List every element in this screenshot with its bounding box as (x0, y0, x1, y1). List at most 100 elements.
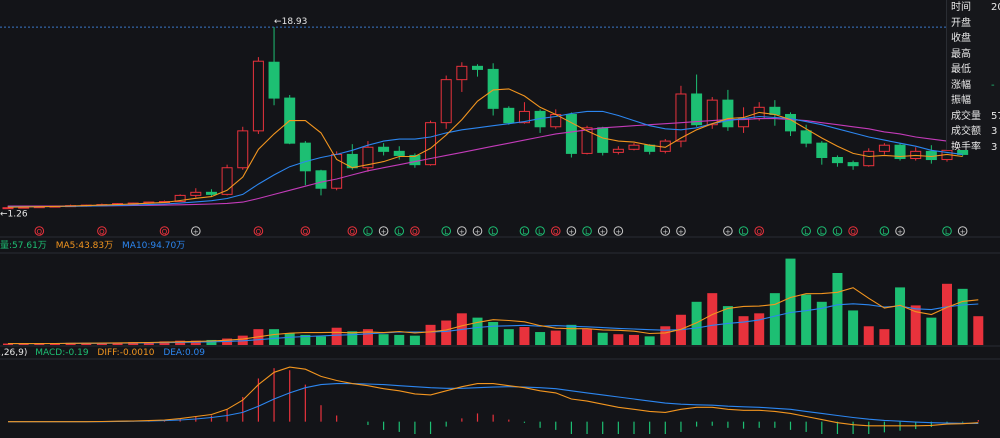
event-marker-ring (472, 226, 483, 236)
candle-down (816, 142, 828, 158)
volume-bar (597, 332, 608, 345)
event-marker-ring (801, 226, 811, 236)
event-marker-l[interactable]: L (738, 226, 749, 236)
event-marker-q[interactable]: Q (34, 226, 45, 236)
event-marker-q[interactable]: Q (410, 226, 420, 236)
volume-ma-lines-layer (8, 287, 979, 345)
volume-bar (582, 329, 593, 345)
event-marker-ring (410, 226, 420, 236)
event-marker-q[interactable]: Q (97, 226, 107, 236)
event-marker-plus[interactable]: + (895, 226, 905, 236)
event-marker-q[interactable]: Q (848, 226, 858, 236)
info-row-label: 时间 (951, 2, 971, 13)
volume-bar (942, 283, 952, 345)
event-marker-ring (754, 226, 765, 236)
event-marker-ring (97, 226, 107, 236)
macd-diff-line (8, 366, 979, 427)
event-marker-q[interactable]: Q (159, 226, 170, 236)
event-marker-l[interactable]: L (879, 226, 890, 236)
event-marker-plus[interactable]: + (660, 226, 671, 236)
event-marker-l[interactable]: L (942, 226, 952, 236)
info-row-label: 涨幅 (951, 79, 971, 91)
macd-lines-layer (8, 366, 979, 427)
event-marker-glyph: + (568, 228, 574, 236)
volume-bar (409, 335, 420, 345)
price-candles-layer (2, 27, 969, 210)
info-row: 最低 (947, 62, 1000, 78)
event-marker-plus[interactable]: + (957, 226, 968, 236)
volume-bar (769, 293, 780, 345)
event-marker-q[interactable]: Q (550, 226, 561, 236)
candle-down (472, 65, 483, 70)
volume-bar (331, 327, 342, 345)
event-marker-ring (34, 226, 45, 236)
event-marker-l[interactable]: L (488, 226, 498, 236)
event-marker-glyph: + (662, 228, 668, 236)
volume-legend-ma10: MA10:94.70万 (122, 241, 185, 251)
macd-dea-line (8, 383, 979, 425)
volume-bar (18, 343, 29, 345)
candle-down (769, 106, 781, 115)
volume-bar (863, 326, 874, 345)
candle-down (205, 191, 217, 195)
price-ma5-line (7, 88, 963, 208)
event-marker-l[interactable]: L (519, 226, 530, 236)
event-marker-ring (550, 226, 561, 236)
event-marker-plus[interactable]: + (191, 226, 201, 236)
info-row-value: 3 (991, 141, 998, 151)
event-marker-glyph: L (366, 228, 370, 236)
volume-bar (566, 324, 577, 345)
candle-down (597, 127, 609, 153)
event-marker-l[interactable]: L (817, 226, 827, 236)
volume-bar (535, 332, 546, 345)
event-marker-q[interactable]: Q (754, 226, 765, 236)
event-marker-l[interactable]: L (535, 226, 545, 236)
high-price-label: ←18.93 (274, 17, 307, 27)
candle-up (706, 99, 718, 126)
event-marker-plus[interactable]: + (613, 226, 624, 236)
price-ma10-line (8, 110, 963, 208)
event-marker-plus[interactable]: + (723, 226, 733, 236)
event-marker-ring (300, 226, 311, 236)
event-marker-l[interactable]: L (801, 226, 811, 236)
volume-bar (832, 273, 843, 345)
volume-bar (973, 316, 984, 345)
event-marker-q[interactable]: Q (300, 226, 311, 236)
event-marker-plus[interactable]: + (597, 226, 608, 236)
volume-bar (503, 329, 514, 345)
event-marker-l[interactable]: L (832, 226, 843, 236)
event-marker-l[interactable]: L (582, 226, 592, 236)
event-marker-q[interactable]: Q (347, 226, 358, 236)
event-marker-plus[interactable]: + (566, 226, 577, 236)
info-row: 振幅 (947, 93, 1000, 109)
candle-up (174, 194, 186, 203)
event-marker-ring (879, 226, 890, 236)
event-marker-glyph: + (381, 228, 387, 236)
volume-bar (3, 343, 13, 345)
event-marker-l[interactable]: L (441, 226, 452, 236)
event-marker-ring (942, 226, 952, 236)
price-ma20-line (8, 118, 963, 207)
event-marker-ring (457, 226, 467, 236)
event-marker-plus[interactable]: + (457, 226, 467, 236)
event-marker-plus[interactable]: + (676, 226, 686, 236)
event-marker-l[interactable]: L (394, 226, 405, 236)
event-marker-ring (253, 226, 264, 236)
event-marker-ring (488, 226, 498, 236)
event-marker-glyph: L (804, 228, 808, 236)
event-marker-plus[interactable]: + (472, 226, 483, 236)
event-marker-q[interactable]: Q (253, 226, 264, 236)
event-marker-ring (817, 226, 827, 236)
event-marker-plus[interactable]: + (378, 226, 389, 236)
volume-bar (801, 294, 812, 345)
event-marker-ring (191, 226, 201, 236)
candle-down (894, 144, 906, 160)
info-row-label: 振幅 (951, 95, 971, 106)
info-row-label: 换手率 (951, 141, 981, 151)
volume-bar (34, 343, 45, 345)
event-marker-l[interactable]: L (363, 226, 373, 236)
event-marker-glyph: + (897, 228, 903, 236)
